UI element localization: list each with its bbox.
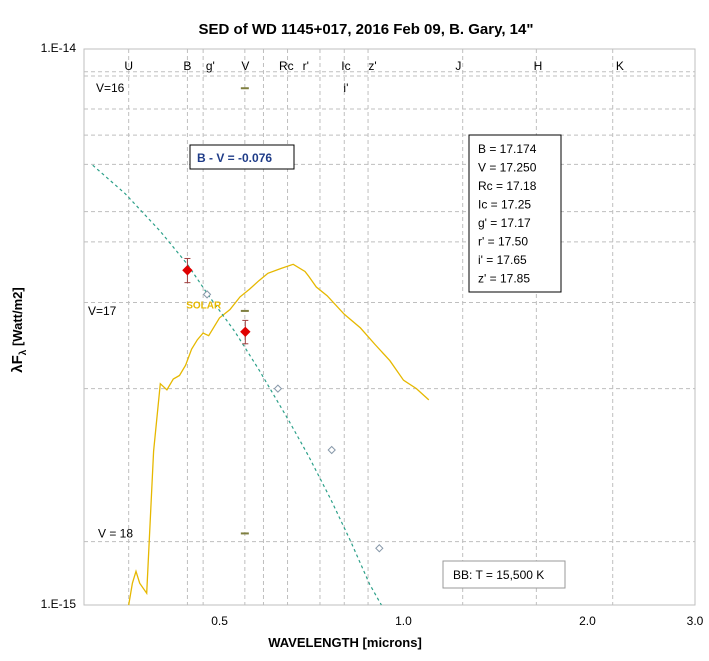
x-axis-title: WAVELENGTH [microns] bbox=[268, 635, 422, 650]
y-tick-label: 1.E-15 bbox=[41, 597, 77, 611]
band-gridlines bbox=[128, 49, 614, 605]
band-label: V bbox=[241, 59, 249, 73]
measured-points bbox=[182, 257, 251, 345]
blackbody-point bbox=[273, 384, 283, 393]
band-label: U bbox=[124, 59, 133, 73]
v-marker-label: V = 18 bbox=[98, 526, 133, 540]
magnitude-entry: z' = 17.85 bbox=[478, 272, 530, 286]
band-label: J bbox=[455, 59, 461, 73]
magnitude-entry: B = 17.174 bbox=[478, 142, 537, 156]
solar-spectrum bbox=[128, 263, 430, 606]
bb-temperature: BB: T = 15,500 K bbox=[453, 568, 544, 582]
bv-box: B - V = -0.076 bbox=[189, 144, 295, 170]
v-magnitude-markers: V=16 V=17 V = 18 bbox=[88, 81, 249, 540]
magnitude-entry: Ic = 17.25 bbox=[478, 198, 531, 212]
y-tick-labels: 1.E-14 1.E-15 bbox=[41, 41, 77, 611]
measured-point bbox=[182, 265, 193, 276]
x-tick-label: 2.0 bbox=[579, 614, 596, 628]
band-label: i' bbox=[343, 81, 348, 95]
bv-value: B - V = -0.076 bbox=[197, 151, 272, 165]
blackbody-point bbox=[375, 544, 384, 553]
blackbody-point bbox=[327, 445, 336, 455]
bb-temperature-box: BB: T = 15,500 K bbox=[442, 560, 566, 589]
band-label: Rc bbox=[279, 59, 294, 73]
blackbody-curve bbox=[92, 164, 382, 606]
band-label: z' bbox=[368, 59, 376, 73]
svg-text:λFλ [Watt/m2]: λFλ [Watt/m2] bbox=[9, 287, 29, 372]
y-axis-title: λFλ [Watt/m2] bbox=[9, 287, 29, 372]
x-tick-label: 0.5 bbox=[211, 614, 228, 628]
magnitudes-box: B = 17.174 V = 17.250 Rc = 17.18 Ic = 17.25… bbox=[468, 134, 562, 293]
band-label: g' bbox=[206, 59, 215, 73]
y-axis-title-unit: [Watt/m2] bbox=[10, 287, 25, 349]
x-tick-label: 1.0 bbox=[395, 614, 412, 628]
y-tick-label: 1.E-14 bbox=[41, 41, 77, 55]
plot-frame bbox=[83, 48, 696, 606]
blackbody-point bbox=[202, 290, 212, 299]
blackbody-points bbox=[202, 290, 384, 553]
magnitude-entry: V = 17.250 bbox=[478, 161, 537, 175]
band-label: K bbox=[616, 59, 624, 73]
band-label: r' bbox=[303, 59, 309, 73]
x-tick-label: 3.0 bbox=[687, 614, 704, 628]
x-tick-labels: 0.5 1.0 2.0 3.0 bbox=[211, 614, 703, 628]
band-label: H bbox=[534, 59, 543, 73]
horizontal-gridlines bbox=[84, 71, 695, 543]
magnitude-entry: Rc = 17.18 bbox=[478, 179, 537, 193]
chart-title: SED of WD 1145+017, 2016 Feb 09, B. Gary… bbox=[199, 21, 534, 38]
v-marker-label: V=17 bbox=[88, 304, 117, 318]
y-axis-title-main: λF bbox=[9, 355, 26, 373]
magnitude-entry: i' = 17.65 bbox=[478, 253, 527, 267]
solar-label: SOLAR bbox=[186, 301, 222, 312]
v-marker-label: V=16 bbox=[96, 81, 125, 95]
band-label: B bbox=[183, 59, 191, 73]
band-label: Ic bbox=[341, 59, 350, 73]
magnitude-entry: r' = 17.50 bbox=[478, 235, 528, 249]
measured-point bbox=[240, 326, 251, 338]
solar-series-line bbox=[128, 263, 430, 606]
blackbody-series-line bbox=[92, 164, 382, 606]
y-axis-title-sub: λ bbox=[18, 349, 29, 355]
magnitude-entry: g' = 17.17 bbox=[478, 216, 531, 230]
